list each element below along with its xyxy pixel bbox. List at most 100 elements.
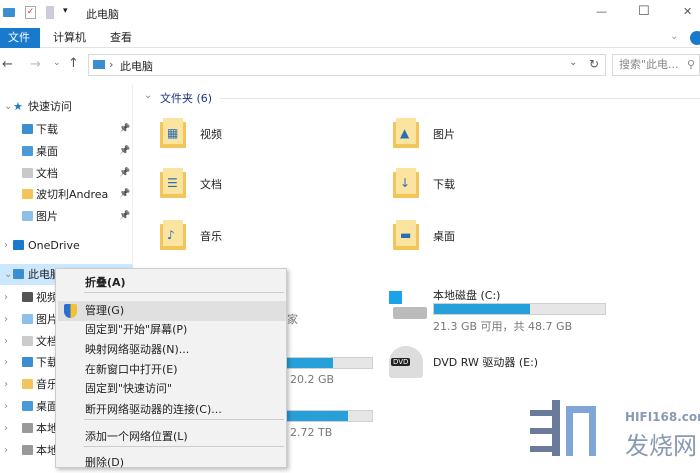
desktop-folder-icon [22,146,33,156]
drive-c[interactable]: 本地磁盘 (C:) 21.3 GB 可用，共 48.7 GB [385,285,615,335]
context-menu-item[interactable]: 折叠(A) [85,276,126,289]
forward-button[interactable]: → [30,57,41,72]
folder-item[interactable]: ☰ 文档 [160,168,280,204]
windows-drive-icon [389,291,427,321]
pin-icon: 📌 [119,189,131,199]
folder-label: 音乐 [200,230,222,243]
download-folder-icon [22,124,33,134]
sidebar-item[interactable]: › 本地 [0,440,133,461]
address-history-dropdown[interactable]: ⌄ [569,57,578,68]
folder-icon: ☰ [160,168,186,198]
folder-item[interactable]: ▬ 桌面 [393,220,513,256]
sidebar-item[interactable]: 桌面 📌 [0,141,133,162]
context-menu-item[interactable]: 固定到"开始"屏幕(P) [85,323,188,336]
menu-separator [84,446,284,447]
expand-chevron-icon[interactable]: › [4,445,8,456]
folder-label: 桌面 [433,230,455,243]
help-icon[interactable] [690,31,700,45]
expand-chevron-icon[interactable]: ⌄ [4,269,13,280]
context-menu-item[interactable]: 删除(D) [85,456,125,469]
folder-item[interactable]: ♪ 音乐 [160,220,280,256]
drive-c-label: 本地磁盘 (C:) [433,289,501,302]
sidebar-item[interactable]: 图片 📌 [0,206,133,227]
computer-icon [13,269,24,279]
folder-item[interactable]: ▲ 图片 [393,118,513,154]
folder-label: 下载 [433,178,455,191]
hidden-drive-partial-text: 家 [287,313,298,326]
sidebar-item[interactable]: › 图片 [0,309,133,330]
sidebar-item[interactable]: 波切利Andrea 📌 [0,184,133,205]
folder-label: 图片 [433,128,455,141]
up-button[interactable]: ↑ [68,56,79,71]
expand-chevron-icon[interactable]: › [4,379,8,390]
expand-chevron-icon[interactable]: › [4,292,8,303]
close-button[interactable]: ✕ [683,5,693,18]
folder-icon [22,401,33,411]
cloud-icon [13,240,24,250]
folder-icon: ↓ [393,168,419,198]
search-input[interactable]: 搜索"此电... ⚲ [612,54,700,76]
hidden-drive-2-info: 20.2 GB [290,373,335,386]
search-placeholder: 搜索"此电... [619,58,679,71]
sidebar-item[interactable]: › 音乐 [0,374,133,395]
tab-computer[interactable]: 计算机 [53,31,86,44]
drive-dvd[interactable]: DVD DVD RW 驱动器 (E:) [385,340,615,385]
expand-chevron-icon[interactable]: › [4,240,8,251]
folder-item[interactable]: ↓ 下载 [393,168,513,204]
sidebar-item-label: 图片 [36,210,58,223]
pin-icon: 📌 [119,211,131,221]
ribbon-tabs: 文件 计算机 查看 ⌄ [0,28,700,48]
sidebar-item[interactable]: 文档 📌 [0,163,133,184]
context-menu-item[interactable]: 映射网络驱动器(N)... [85,343,190,356]
folders-header[interactable]: 文件夹 (6) [160,92,213,105]
sidebar-item[interactable]: › OneDrive [0,235,133,256]
maximize-button[interactable]: ☐ [638,4,650,19]
context-menu-item[interactable]: 管理(G) [58,301,286,321]
watermark-logo: HIFI168.com 发烧网 [530,400,700,464]
expand-ribbon-chevron-icon[interactable]: ⌄ [670,31,679,42]
tab-file[interactable]: 文件 [0,28,40,48]
context-menu-item[interactable]: 添加一个网络位置(L) [85,430,188,443]
sidebar-item[interactable]: › 本地 [0,418,133,439]
expand-chevron-icon[interactable]: › [4,357,8,368]
drive-dvd-label: DVD RW 驱动器 (E:) [433,356,539,369]
sidebar-item[interactable]: 下载 📌 [0,119,133,140]
breadcrumb-this-pc[interactable]: 此电脑 [120,60,153,73]
context-menu-item[interactable]: 固定到"快速访问" [85,382,173,395]
expand-chevron-icon[interactable]: ⌄ [4,101,13,112]
expand-chevron-icon[interactable]: › [4,401,8,412]
folder-icon: ▲ [393,118,419,148]
context-menu: 折叠(A) 管理(G) 固定到"开始"屏幕(P) 映射网络驱动器(N)... 在新窗口中… [55,268,287,469]
folder-icon [22,423,33,433]
sidebar-item[interactable]: › 文档 [0,331,133,352]
menu-separator [84,292,284,293]
collapse-chevron-icon[interactable]: ⌄ [144,90,153,101]
sidebar-item-label: 快速访问 [28,100,72,113]
sidebar-item[interactable]: › 桌面 [0,396,133,417]
sidebar-item[interactable]: › 下载 [0,352,133,373]
folder-item[interactable]: ▦ 视频 [160,118,280,154]
sidebar-item[interactable]: › 视频 [0,287,133,308]
recent-locations-dropdown[interactable]: ⌄ [53,58,61,68]
context-menu-item[interactable]: 断开网络驱动器的连接(C)... [85,403,222,416]
tab-view[interactable]: 查看 [110,31,132,44]
refresh-icon[interactable]: ↻ [589,57,600,71]
documents-folder-icon [22,168,33,178]
context-menu-item[interactable]: 在新窗口中打开(E) [85,363,178,376]
customize-toolbar-dropdown[interactable]: ▾ [63,6,68,16]
expand-chevron-icon[interactable]: › [4,314,8,325]
address-bar[interactable]: › 此电脑 ⌄ ↻ [88,54,606,76]
watermark-name: 发烧网 [625,432,697,460]
pin-icon: 📌 [119,168,131,178]
shield-icon [64,304,77,318]
computer-icon [93,60,105,69]
expand-chevron-icon[interactable]: › [4,423,8,434]
minimize-button[interactable]: — [596,5,607,18]
expand-chevron-icon[interactable]: › [4,336,8,347]
new-folder-icon[interactable] [46,6,54,19]
sidebar-item-label: 视频 [36,291,58,304]
back-button[interactable]: ← [2,57,13,72]
sidebar-item-label: 文档 [36,335,58,348]
sidebar-item[interactable]: ⌄ ★ 快速访问 [0,96,133,117]
properties-icon[interactable]: ✓ [25,6,36,19]
